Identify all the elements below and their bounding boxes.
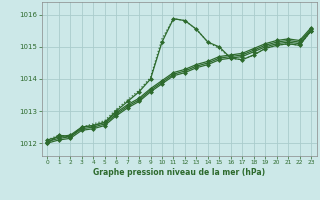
X-axis label: Graphe pression niveau de la mer (hPa): Graphe pression niveau de la mer (hPa) (93, 168, 265, 177)
